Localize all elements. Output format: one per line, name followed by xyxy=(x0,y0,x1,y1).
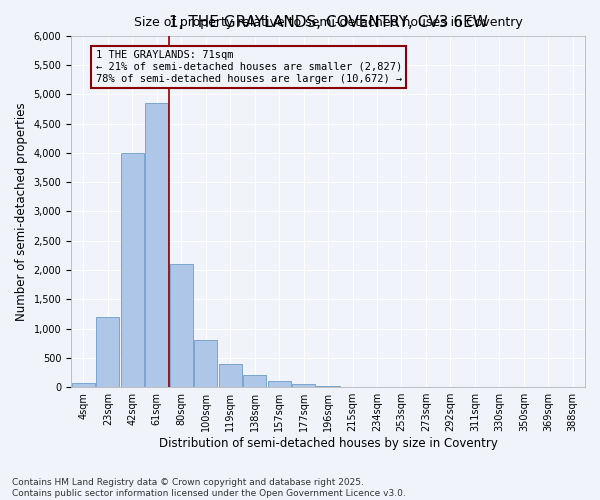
Bar xyxy=(218,364,242,387)
Bar xyxy=(243,376,266,387)
Text: Contains HM Land Registry data © Crown copyright and database right 2025.
Contai: Contains HM Land Registry data © Crown c… xyxy=(12,478,406,498)
Bar xyxy=(170,264,193,387)
X-axis label: Distribution of semi-detached houses by size in Coventry: Distribution of semi-detached houses by … xyxy=(158,437,497,450)
Bar xyxy=(194,340,217,387)
Bar xyxy=(268,382,291,387)
Bar xyxy=(292,384,315,387)
Text: 1 THE GRAYLANDS: 71sqm
← 21% of semi-detached houses are smaller (2,827)
78% of : 1 THE GRAYLANDS: 71sqm ← 21% of semi-det… xyxy=(95,50,402,84)
Text: Size of property relative to semi-detached houses in Coventry: Size of property relative to semi-detach… xyxy=(134,16,523,28)
Bar xyxy=(96,317,119,387)
Bar xyxy=(121,153,144,387)
Title: 1, THE GRAYLANDS, COVENTRY, CV3 6EW: 1, THE GRAYLANDS, COVENTRY, CV3 6EW xyxy=(169,16,488,30)
Bar xyxy=(72,383,95,387)
Y-axis label: Number of semi-detached properties: Number of semi-detached properties xyxy=(15,102,28,321)
Bar xyxy=(145,103,169,387)
Bar xyxy=(316,386,340,387)
